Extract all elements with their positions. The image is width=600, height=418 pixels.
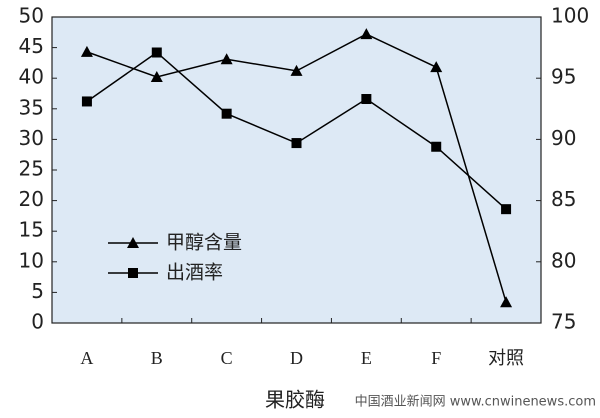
point (80, 45, 93, 57)
y2-tick-label: 100 (551, 4, 589, 28)
y-tick-label: 50 (19, 4, 44, 28)
y2-tick-label: 90 (551, 126, 576, 150)
legend-marker (128, 268, 138, 278)
point (360, 28, 373, 40)
legend-label: 出酒率 (166, 262, 223, 284)
y-tick-label: 40 (19, 65, 44, 89)
y-tick-label: 0 (31, 310, 44, 334)
x-tick-label: F (431, 348, 441, 368)
y-tick-label: 45 (19, 34, 44, 58)
legend-marker (127, 237, 139, 248)
y2-tick-label: 85 (551, 187, 576, 211)
point (290, 64, 303, 76)
y2-tick-label: 95 (551, 65, 576, 89)
watermark: 中国酒业新闻网 www.cnwinenews.com (355, 394, 596, 410)
point (221, 108, 232, 119)
point (150, 70, 163, 82)
x-tick-label: 对照 (488, 348, 524, 368)
plot-area (51, 16, 542, 324)
y-tick-label: 15 (19, 218, 44, 242)
y-tick-label: 10 (19, 248, 44, 272)
y-tick-label: 5 (31, 279, 44, 303)
x-tick-label: C (221, 348, 233, 368)
legend-label: 甲醇含量 (166, 232, 242, 254)
point (501, 204, 512, 215)
point (500, 296, 513, 308)
y-tick-label: 25 (19, 157, 44, 181)
y2-tick-label: 75 (551, 310, 576, 334)
point (291, 138, 302, 149)
y-tick-label: 30 (19, 126, 44, 150)
x-tick-label: D (290, 348, 303, 368)
y2-tick-label: 80 (551, 248, 576, 272)
point (430, 61, 443, 73)
x-tick-label: E (361, 348, 372, 368)
x-axis-label: 果胶酶 (265, 388, 325, 412)
y-tick-label: 35 (19, 95, 44, 119)
y-tick-label: 20 (19, 187, 44, 211)
x-tick-label: A (80, 348, 93, 368)
point (431, 141, 442, 152)
point (151, 47, 162, 58)
point (361, 94, 372, 105)
x-tick-label: B (151, 348, 163, 368)
point (81, 96, 92, 107)
point (220, 53, 233, 65)
